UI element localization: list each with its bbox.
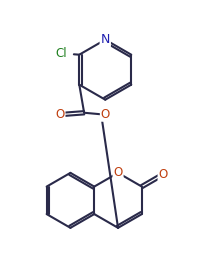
Text: N: N [101, 33, 110, 46]
Text: O: O [113, 166, 123, 179]
Text: O: O [101, 108, 110, 121]
Text: Cl: Cl [55, 47, 67, 60]
Text: O: O [55, 108, 65, 121]
Text: O: O [159, 168, 168, 181]
